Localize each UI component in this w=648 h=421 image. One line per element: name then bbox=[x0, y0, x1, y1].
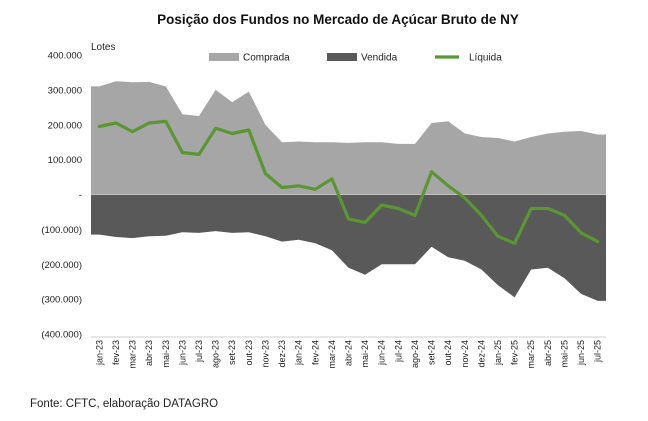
legend-swatch-vendida bbox=[327, 53, 357, 61]
x-tick-label: ago-23 bbox=[211, 340, 221, 368]
series-line-liquida bbox=[97, 119, 600, 245]
legend-label-vendida: Vendida bbox=[361, 53, 398, 64]
y-axis: 400.000 300.000 200.000 100.000 - (100.000) (2… bbox=[41, 51, 82, 341]
y-tick-label: 100.000 bbox=[48, 155, 82, 166]
y-tick-label: (300.000) bbox=[41, 295, 82, 306]
x-tick-label: set-24 bbox=[427, 340, 437, 365]
x-tick-label: jul-23 bbox=[194, 340, 204, 363]
x-tick-label: jan-24 bbox=[294, 340, 304, 366]
x-tick-label: mar-24 bbox=[327, 340, 337, 369]
x-tick-label: fev-23 bbox=[111, 340, 121, 365]
x-axis: jan-23 fev-23 mar-23 abr-23 mai-23 jun-23 jul-… bbox=[91, 336, 606, 369]
series-area-vendida bbox=[91, 194, 606, 301]
x-tick-label: out-24 bbox=[443, 340, 453, 366]
x-tick-label: fev-25 bbox=[510, 340, 520, 365]
x-tick-label: jun-25 bbox=[576, 340, 586, 366]
legend-swatch-comprada bbox=[209, 53, 239, 61]
x-tick-label: jun-23 bbox=[177, 340, 187, 366]
y-tick-label: (200.000) bbox=[41, 260, 82, 271]
x-tick-label: abr-24 bbox=[344, 340, 354, 366]
x-tick-label: abr-23 bbox=[144, 340, 154, 366]
x-tick-label: fev-24 bbox=[310, 340, 320, 365]
x-tick-label: jun-24 bbox=[377, 340, 387, 366]
legend-label-comprada: Comprada bbox=[243, 53, 290, 64]
plot-area bbox=[91, 81, 606, 301]
x-tick-label: nov-23 bbox=[260, 340, 270, 368]
x-tick-label: jul-25 bbox=[593, 340, 603, 363]
x-tick-label: mar-23 bbox=[128, 340, 138, 369]
x-tick-label: jan-25 bbox=[493, 340, 503, 366]
x-tick-label: abr-25 bbox=[543, 340, 553, 366]
x-tick-label: ago-24 bbox=[410, 340, 420, 368]
y-tick-label: - bbox=[79, 190, 82, 201]
y-axis-label: Lotes bbox=[91, 42, 115, 53]
legend: Comprada Vendida Líquida bbox=[209, 53, 502, 64]
x-tick-label: dez-23 bbox=[277, 340, 287, 368]
x-tick-label: nov-24 bbox=[460, 340, 470, 368]
source-note: Fonte: CFTC, elaboração DATAGRO bbox=[30, 398, 219, 410]
y-tick-label: (400.000) bbox=[41, 330, 82, 341]
x-tick-label: mar-25 bbox=[526, 340, 536, 369]
x-tick-label: mai-25 bbox=[560, 340, 570, 368]
series-area-comprada bbox=[91, 81, 606, 195]
x-tick-label: dez-24 bbox=[476, 340, 486, 368]
x-tick-label: mai-24 bbox=[360, 340, 370, 368]
x-tick-label: out-23 bbox=[244, 340, 254, 366]
legend-label-lquida: Líquida bbox=[469, 53, 502, 64]
y-tick-label: (100.000) bbox=[41, 225, 82, 236]
x-tick-label: set-23 bbox=[227, 340, 237, 365]
y-tick-label: 300.000 bbox=[48, 85, 82, 96]
y-tick-label: 400.000 bbox=[48, 51, 82, 62]
x-tick-label: jan-23 bbox=[94, 340, 104, 366]
x-tick-label: jul-24 bbox=[393, 340, 403, 363]
x-tick-label: mai-23 bbox=[161, 340, 171, 368]
y-tick-label: 200.000 bbox=[48, 120, 82, 131]
chart-title: Posição dos Fundos no Mercado de Açúcar … bbox=[157, 12, 519, 27]
